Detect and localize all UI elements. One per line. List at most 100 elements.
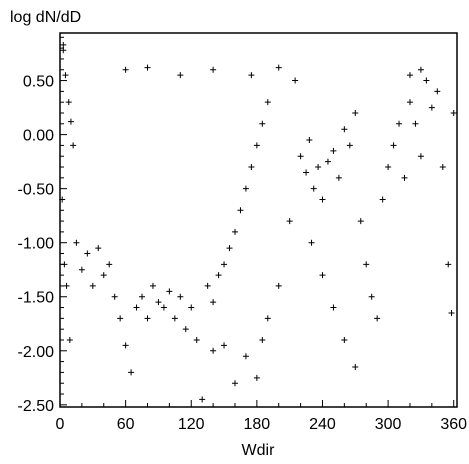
data-point [73, 239, 80, 246]
data-point [242, 185, 249, 192]
data-point [210, 347, 217, 354]
x-tick-label: 120 [178, 416, 205, 433]
data-point [177, 72, 184, 79]
data-point [65, 99, 72, 106]
data-point [166, 288, 173, 295]
data-point [177, 293, 184, 300]
data-point [95, 245, 102, 252]
data-point [60, 41, 67, 48]
data-point [122, 66, 129, 73]
data-point [231, 380, 238, 387]
data-point [315, 164, 322, 171]
y-tick-label: -2.50 [18, 398, 55, 415]
data-point [330, 147, 337, 154]
data-point [63, 282, 70, 289]
y-tick-label: 0.50 [23, 74, 54, 91]
y-tick-label: -1.50 [18, 290, 55, 307]
plot-frame [59, 32, 458, 408]
data-point [319, 272, 326, 279]
data-point [66, 336, 73, 343]
data-point [133, 304, 140, 311]
data-point [210, 299, 217, 306]
data-point [308, 239, 315, 246]
data-point [221, 261, 228, 268]
y-tick-label: -0.50 [18, 182, 55, 199]
data-point [210, 66, 217, 73]
data-point [286, 218, 293, 225]
data-point [237, 207, 244, 214]
data-point [264, 99, 271, 106]
data-point [330, 304, 337, 311]
data-point [128, 369, 135, 376]
data-point [275, 64, 282, 71]
data-point [226, 245, 233, 252]
data-point [253, 374, 260, 381]
data-point [297, 153, 304, 160]
data-point [171, 315, 178, 322]
data-point [352, 109, 359, 116]
x-tick-label: 0 [56, 416, 65, 433]
data-point [275, 282, 282, 289]
data-point [84, 250, 91, 257]
data-point [253, 142, 260, 149]
data-point [144, 64, 151, 71]
data-point [182, 326, 189, 333]
data-point [306, 137, 313, 144]
data-point [292, 77, 299, 84]
data-point [406, 72, 413, 79]
data-point [248, 72, 255, 79]
x-tick-label: 240 [309, 416, 336, 433]
y-tick-label: -1.00 [18, 236, 55, 253]
data-point [259, 336, 266, 343]
data-point [324, 158, 331, 165]
data-point [122, 342, 129, 349]
x-tick-label: 180 [244, 416, 271, 433]
data-point [352, 364, 359, 371]
data-point [450, 109, 457, 116]
data-point [310, 185, 317, 192]
data-point [149, 282, 156, 289]
data-point [423, 77, 430, 84]
data-point [374, 315, 381, 322]
x-tick-label: 300 [375, 416, 402, 433]
data-point [439, 164, 446, 171]
axis-ticks: 0 60 120 180 240 300 360 0.50 0.00 -0.50 -1.00 -1.5… [18, 36, 467, 433]
data-point [428, 104, 435, 111]
data-point [396, 120, 403, 127]
data-point [78, 266, 85, 273]
data-point [160, 304, 167, 311]
data-point [139, 293, 146, 300]
data-point [155, 299, 162, 306]
data-point [89, 282, 96, 289]
data-point [368, 293, 375, 300]
data-point [106, 261, 113, 268]
data-point [303, 169, 310, 176]
data-point [390, 142, 397, 149]
y-tick-label: -2.00 [18, 344, 55, 361]
data-point [406, 99, 413, 106]
data-point [111, 293, 118, 300]
data-point [357, 218, 364, 225]
y-tick-label: 0.00 [23, 128, 54, 145]
data-point [215, 272, 222, 279]
data-point [445, 261, 452, 268]
data-point [434, 88, 441, 95]
data-point [264, 315, 271, 322]
data-point [117, 315, 124, 322]
data-point [417, 66, 424, 73]
data-point [199, 396, 206, 403]
data-point [193, 336, 200, 343]
data-point [248, 164, 255, 171]
data-point [401, 174, 408, 181]
data-point [341, 336, 348, 343]
data-point [188, 304, 195, 311]
data-points [59, 41, 457, 403]
data-point [341, 126, 348, 133]
x-tick-label: 60 [117, 416, 135, 433]
data-point [221, 342, 228, 349]
data-point [385, 164, 392, 171]
data-point [335, 174, 342, 181]
data-point [259, 120, 266, 127]
data-point [231, 228, 238, 235]
